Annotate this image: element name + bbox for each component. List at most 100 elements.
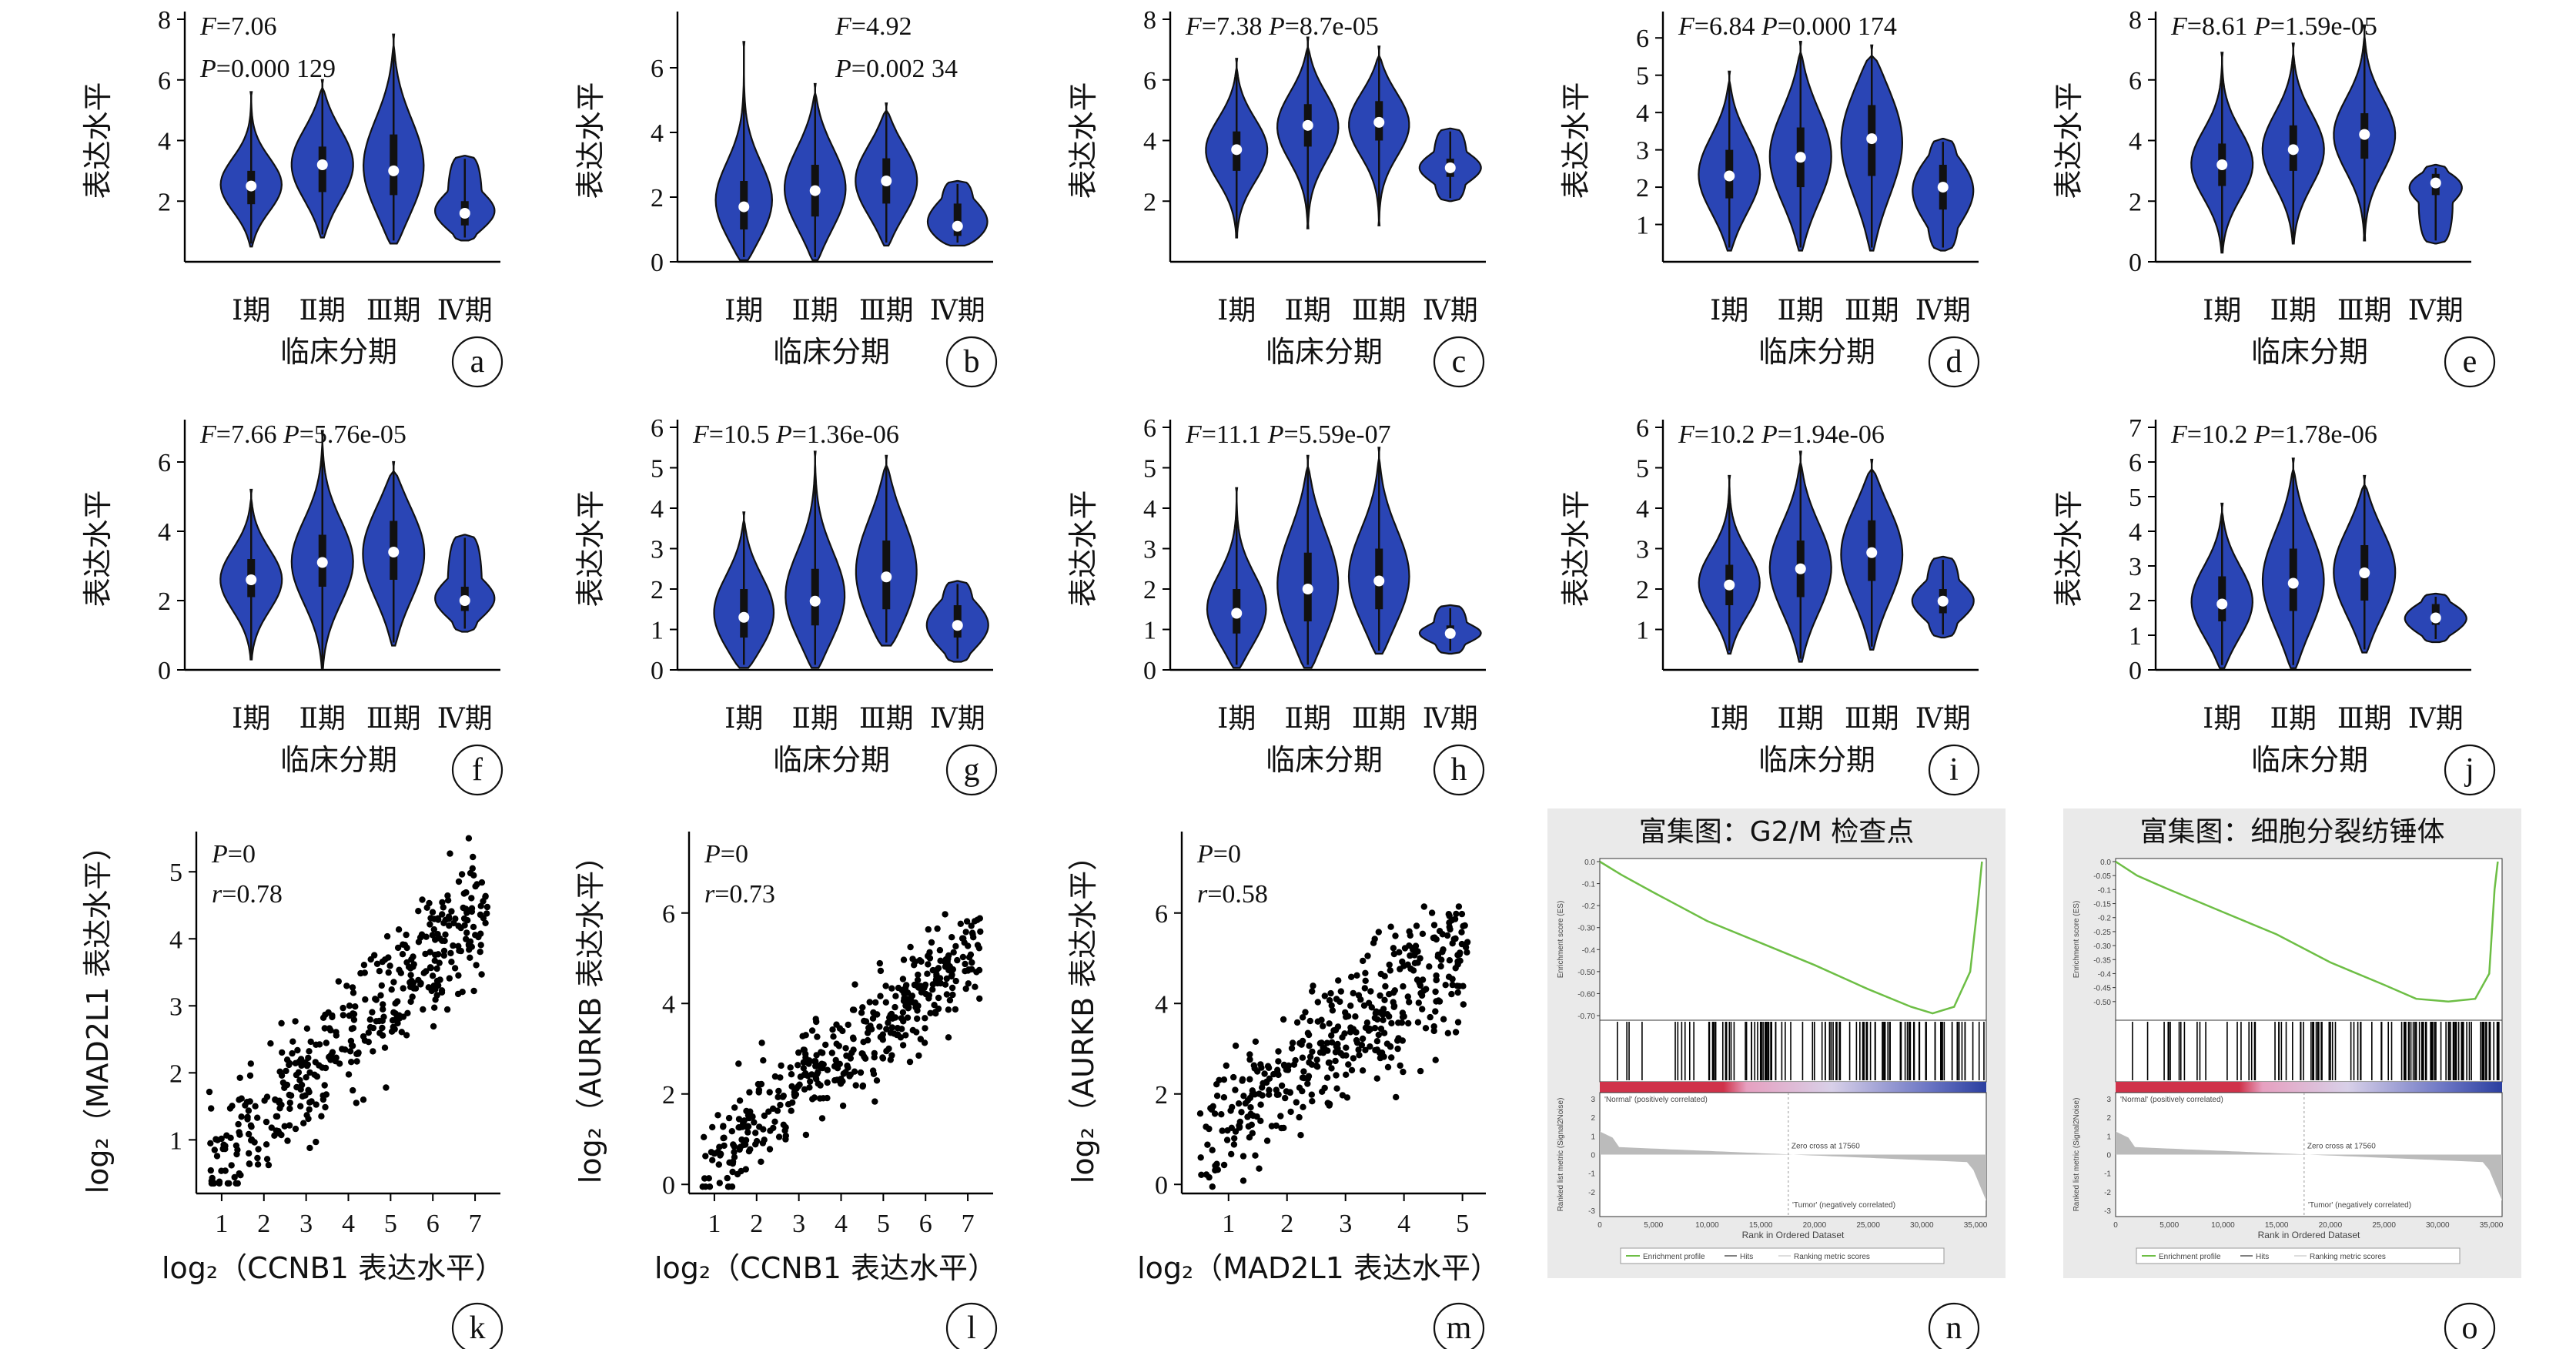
scatter-point [380, 1001, 386, 1008]
y-tick-label: 2 [158, 188, 171, 216]
scatter-point [347, 1037, 355, 1045]
y-tick-label: 8 [1143, 6, 1156, 35]
scatter-point [847, 1055, 855, 1062]
scatter-point [321, 1082, 328, 1089]
y-tick-label: 1 [651, 617, 664, 645]
tumor-label: 'Tumor' (negatively correlated) [2308, 1201, 2411, 1210]
rank-tick-label: -2 [1588, 1189, 1595, 1197]
scatter-point [286, 1105, 293, 1113]
y-tick-label: 1 [169, 1126, 182, 1155]
scatter-point [1280, 1016, 1287, 1023]
scatter-point [735, 1116, 743, 1123]
scatter-point [1332, 1057, 1339, 1065]
y-tick-label: 6 [651, 55, 664, 83]
stat-r: r=0.73 [704, 880, 775, 909]
scatter-point [1452, 1029, 1460, 1036]
scatter-point [1449, 976, 1456, 982]
scatter-point [1348, 1066, 1356, 1074]
x-category-label: Ⅱ期 [1778, 703, 1824, 735]
scatter-point [1293, 1099, 1300, 1106]
scatter-point [1449, 981, 1456, 989]
scatter-point [1266, 1086, 1273, 1093]
scatter-point [1367, 988, 1374, 995]
violin-median [1373, 575, 1385, 587]
scatter-point [1266, 1091, 1273, 1098]
scatter-point [1419, 1006, 1426, 1013]
scatter-point [412, 985, 420, 992]
scatter-point [782, 1124, 789, 1131]
scatter-point [787, 1064, 794, 1071]
scatter-point [1339, 1092, 1347, 1099]
hits-area [2115, 1019, 2503, 1083]
scatter-point [1304, 1075, 1312, 1082]
scatter-point [1350, 989, 1357, 997]
scatter-point [949, 991, 956, 999]
scatter-point [1440, 1016, 1447, 1023]
scatter-point [1228, 1124, 1236, 1132]
es-axis-label: Enrichment score (ES) [2073, 901, 2081, 979]
x-tick-label: 3 [299, 1210, 313, 1238]
scatter-point [1332, 1026, 1340, 1033]
scatter-point [1198, 1171, 1205, 1179]
es-tick-label: -0.05 [2093, 872, 2111, 881]
scatter-point [899, 976, 907, 982]
scatter-point [381, 956, 389, 963]
panel-letter: n [1946, 1311, 1962, 1346]
scatter-point [1309, 1048, 1316, 1056]
x-tick-label: 3 [792, 1210, 805, 1238]
scatter-point [918, 989, 925, 996]
scatter-point [1326, 1100, 1333, 1108]
zero-cross-label: Zero cross at 17560 [2307, 1143, 2376, 1151]
scatter-point [929, 981, 937, 988]
y-tick-label: 6 [2129, 449, 2142, 477]
scatter-point [386, 962, 393, 969]
scatter-point [470, 987, 477, 995]
scatter-point [1245, 1123, 1253, 1130]
scatter-point [1430, 1027, 1437, 1035]
y-tick-label: 2 [1143, 188, 1156, 216]
y-tick-label: 8 [2129, 6, 2142, 35]
scatter-point [813, 1052, 820, 1059]
scatter-point [1417, 1067, 1424, 1075]
scatter-point [969, 966, 975, 973]
x-tick-label: 2 [1280, 1210, 1293, 1238]
scatter-point [321, 1025, 328, 1032]
scatter-point [800, 1059, 808, 1066]
scatter-point [1414, 1019, 1422, 1026]
y-tick-label: 4 [2129, 128, 2142, 156]
scatter-point [1328, 1032, 1335, 1039]
scatter-point [246, 1160, 253, 1167]
y-tick-label: 0 [1143, 657, 1156, 685]
y-tick-label: 6 [651, 414, 664, 443]
scatter-point [1458, 940, 1466, 948]
scatter-point [435, 916, 442, 923]
scatter-point [349, 1043, 356, 1049]
y-tick-label: 2 [1155, 1081, 1168, 1110]
scatter-point [207, 1140, 214, 1147]
violin-median [881, 176, 892, 186]
scatter-point [1345, 1013, 1352, 1020]
scatter-point [1448, 990, 1455, 998]
scatter-point [245, 1107, 253, 1114]
scatter-point [758, 1158, 764, 1166]
scatter-point [1213, 1093, 1221, 1100]
x-tick-label: 3 [1339, 1210, 1352, 1238]
scatter-point [1343, 1071, 1350, 1079]
scatter-point [934, 925, 941, 932]
scatter-point [297, 1103, 304, 1110]
scatter-point [1273, 1086, 1280, 1093]
scatter-point [877, 967, 885, 975]
scatter-point [805, 1060, 812, 1067]
y-tick-label: 0 [1155, 1171, 1168, 1200]
scatter-point [1399, 1037, 1407, 1044]
legend-item-hits: Hits [1740, 1253, 1753, 1261]
scatter-point [805, 1073, 811, 1080]
scatter-point [1380, 1053, 1387, 1060]
scatter-point [289, 1038, 296, 1045]
x-tick-label: 5 [1456, 1210, 1469, 1238]
x-category-label: Ⅰ期 [1710, 703, 1748, 735]
x-axis-label: log₂（CCNB1 表达水平） [654, 1251, 997, 1285]
scatter-point [433, 992, 440, 999]
scatter-point [933, 972, 940, 980]
scatter-point [1320, 1044, 1326, 1052]
